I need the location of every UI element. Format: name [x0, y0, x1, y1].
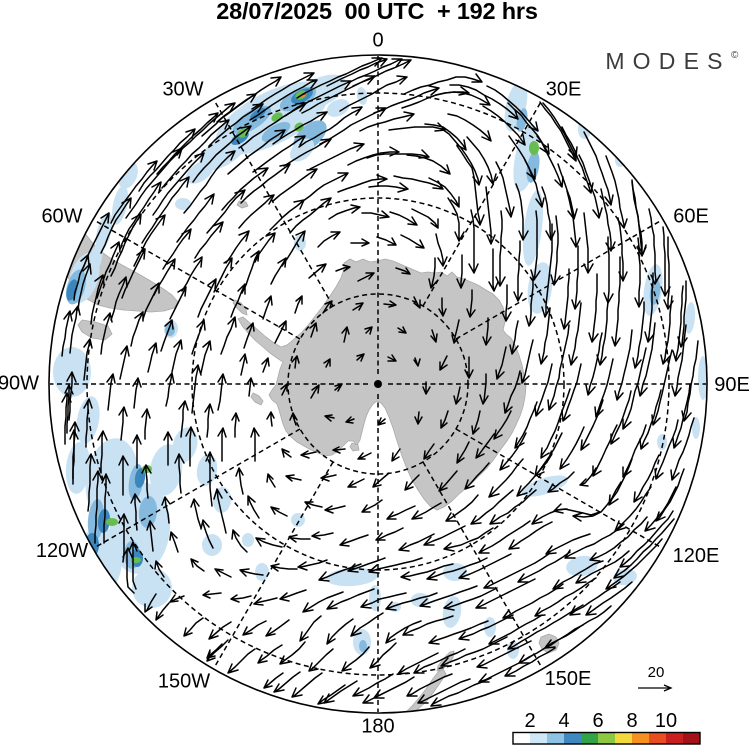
- svg-text:30E: 30E: [546, 79, 582, 101]
- svg-text:180: 180: [361, 716, 394, 738]
- svg-text:20: 20: [648, 664, 665, 681]
- svg-text:90W: 90W: [0, 373, 39, 395]
- svg-text:150W: 150W: [158, 671, 210, 693]
- svg-text:8: 8: [626, 710, 637, 732]
- svg-text:60E: 60E: [673, 206, 709, 228]
- svg-text:60W: 60W: [41, 206, 82, 228]
- svg-text:28/07/2025 00 UTC + 192 hrs: 28/07/2025 00 UTC + 192 hrs: [216, 0, 538, 24]
- svg-text:120W: 120W: [36, 540, 88, 562]
- svg-text:90E: 90E: [714, 374, 750, 396]
- svg-text:4: 4: [558, 710, 569, 732]
- svg-text:10: 10: [655, 710, 677, 732]
- svg-text:120E: 120E: [673, 545, 720, 567]
- svg-text:30W: 30W: [162, 79, 203, 101]
- svg-text:MODES: MODES: [605, 48, 730, 74]
- svg-text:2: 2: [524, 710, 535, 732]
- svg-text:6: 6: [592, 710, 603, 732]
- svg-text:150E: 150E: [545, 668, 592, 690]
- svg-text:0: 0: [372, 30, 383, 52]
- svg-text:©: ©: [731, 50, 739, 61]
